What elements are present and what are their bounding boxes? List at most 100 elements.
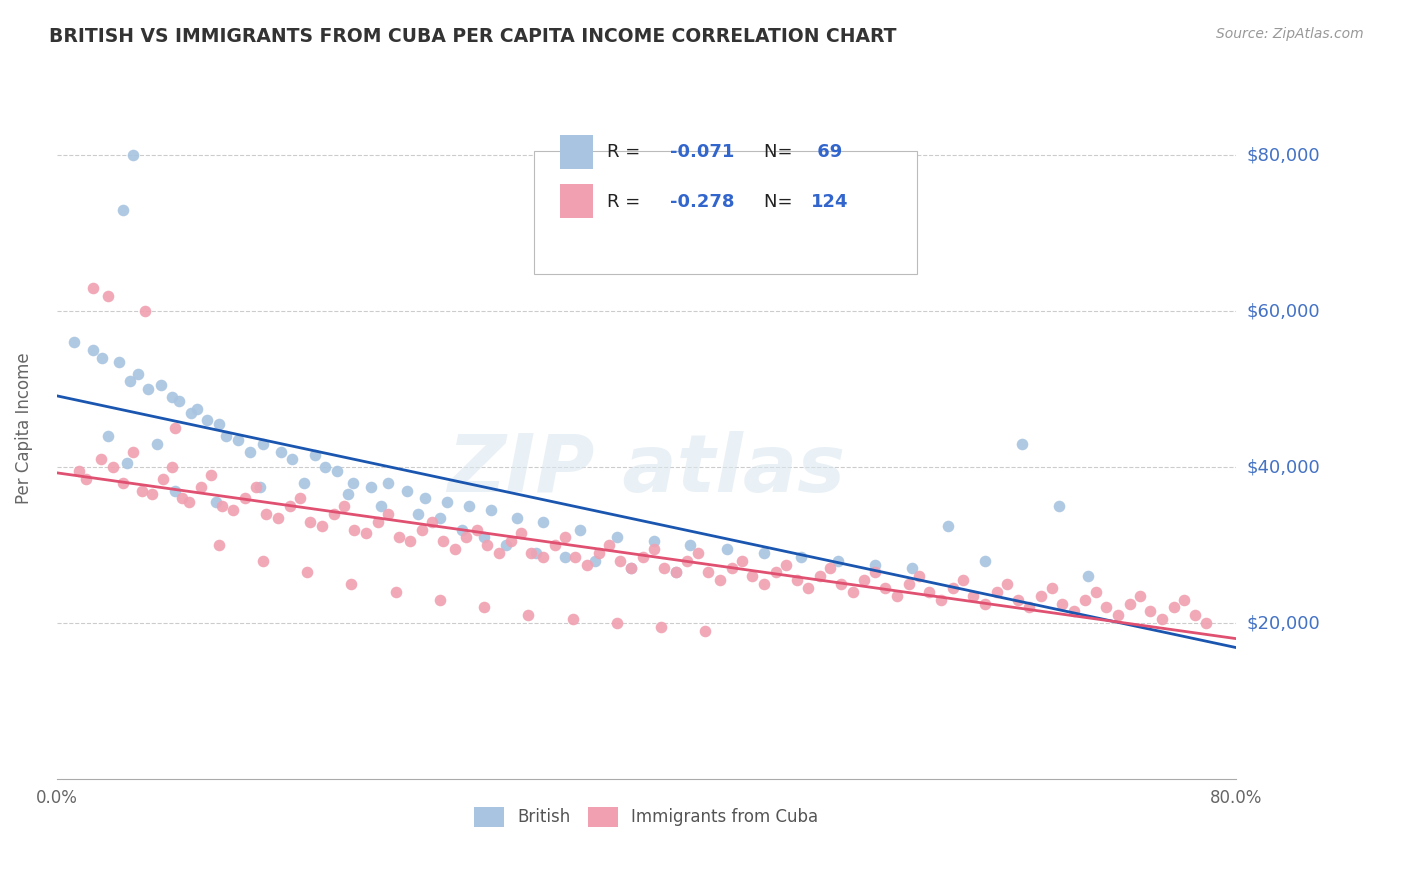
Point [82,343,104,358]
Point [568,523,591,537]
Point [665,566,688,580]
Point [1095,600,1118,615]
Point [841,585,863,599]
Point [180,406,202,420]
Point [1084,585,1107,599]
Point [239,444,262,458]
Point [1040,581,1063,595]
Point [233,491,256,506]
Point [752,546,775,560]
Point [322,507,344,521]
Point [163,483,186,498]
Text: Source: ZipAtlas.com: Source: ZipAtlas.com [1216,27,1364,41]
Point [432,534,454,549]
Point [167,393,190,408]
Point [254,507,277,521]
Point [929,592,952,607]
Point [101,460,124,475]
Point [720,561,742,575]
Point [873,581,896,595]
Point [962,589,984,603]
Point [465,523,488,537]
Point [208,538,231,552]
Point [429,511,451,525]
Text: -0.071: -0.071 [669,143,734,161]
Point [82,281,104,295]
Point [544,538,567,552]
Point [195,413,218,427]
Point [325,464,347,478]
Point [863,558,886,572]
FancyBboxPatch shape [534,151,918,274]
Text: $80,000: $80,000 [1247,146,1320,164]
Point [863,566,886,580]
Point [111,475,134,490]
Point [249,480,271,494]
Point [456,530,478,544]
Point [942,581,965,595]
Point [222,503,245,517]
Point [609,554,631,568]
Point [797,581,820,595]
Point [1163,600,1185,615]
Point [709,573,731,587]
Point [520,546,543,560]
Point [131,483,153,498]
Point [340,577,363,591]
Point [91,351,114,365]
Point [387,530,409,544]
Point [472,530,495,544]
Point [598,538,620,552]
Point [117,456,139,470]
Point [384,585,406,599]
Point [752,577,775,591]
FancyBboxPatch shape [560,184,593,218]
Point [697,566,720,580]
Point [270,444,292,458]
Point [281,452,304,467]
Point [160,390,183,404]
Point [396,483,419,498]
Point [564,549,586,564]
Point [1018,600,1040,615]
Point [278,499,301,513]
Point [1047,499,1070,513]
Point [1195,615,1218,630]
Point [808,569,831,583]
Point [472,600,495,615]
Point [252,554,274,568]
Point [67,464,90,478]
Text: $20,000: $20,000 [1247,614,1320,632]
FancyBboxPatch shape [560,135,593,169]
Point [63,335,86,350]
Point [333,499,356,513]
Point [633,549,655,564]
Point [1011,436,1033,450]
Point [554,530,576,544]
Point [1152,612,1174,626]
Point [152,472,174,486]
Point [741,569,763,583]
Text: $40,000: $40,000 [1247,458,1320,476]
Text: 69: 69 [811,143,842,161]
Point [1118,597,1140,611]
Point [367,515,389,529]
Point [952,573,974,587]
Point [481,503,503,517]
Point [245,480,267,494]
Point [1129,589,1152,603]
Point [267,511,290,525]
Point [1107,608,1129,623]
Point [775,558,797,572]
Point [897,577,920,591]
Point [995,577,1018,591]
Text: R =: R = [607,143,647,161]
Point [531,515,554,529]
Point [620,561,643,575]
Text: R =: R = [607,193,647,211]
Point [1063,604,1085,618]
Point [122,444,145,458]
Point [676,554,699,568]
Point [986,585,1008,599]
Text: N=: N= [763,143,799,161]
